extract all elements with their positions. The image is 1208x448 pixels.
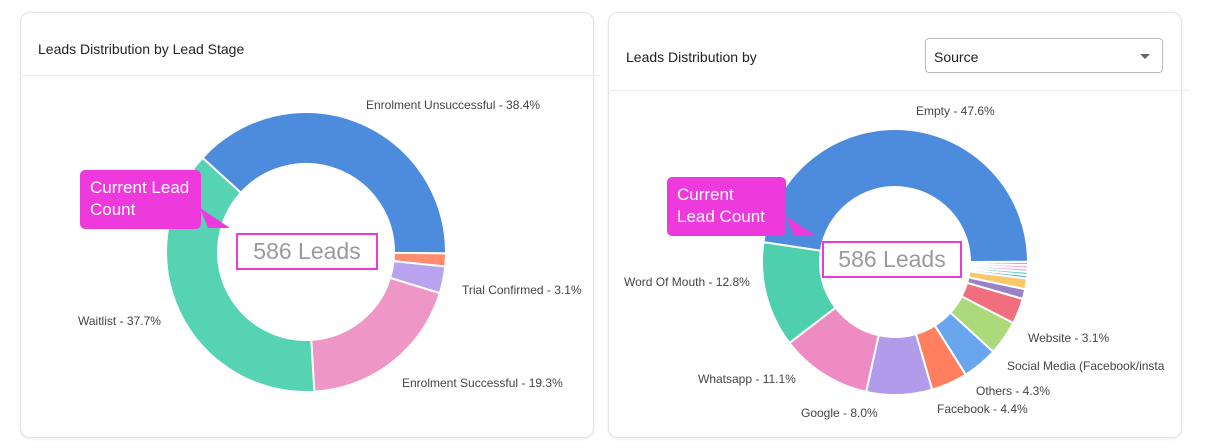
slice-label: Website - 3.1% <box>1028 331 1110 345</box>
callout-current-lead-count: Current Lead Count <box>80 170 201 229</box>
donut-slice-enrolment-unsuccessful[interactable] <box>201 111 447 255</box>
center-lead-count: 586 Leads <box>236 233 378 270</box>
card-title: Leads Distribution by <box>626 49 757 65</box>
slice-label: Social Media (Facebook/insta <box>1007 359 1165 373</box>
card-title: Leads Distribution by Lead Stage <box>38 41 245 57</box>
select-value: Source <box>934 49 979 65</box>
slice-label: Whatsapp - 11.1% <box>698 372 796 386</box>
divider <box>610 90 1190 91</box>
donut-slice-empty[interactable] <box>762 127 1030 263</box>
slice-label: Trial Confirmed - 3.1% <box>462 283 582 297</box>
slice-label: Enrolment Unsuccessful - 38.4% <box>366 98 541 112</box>
slice-label: Waitlist - 37.7% <box>78 314 161 328</box>
distribution-by-select[interactable]: Source <box>925 38 1163 73</box>
center-lead-count: 586 Leads <box>822 241 962 278</box>
slice-label: Google - 8.0% <box>801 406 878 420</box>
slice-label: Enrolment Successful - 19.3% <box>402 376 563 390</box>
callout-current-lead-count: Current Lead Count <box>667 177 786 236</box>
donut-slice-word-of-mouth[interactable] <box>761 240 837 345</box>
slice-label: Facebook - 4.4% <box>937 402 1028 416</box>
slice-label: Others - 4.3% <box>976 384 1051 398</box>
slice-label: Word Of Mouth - 12.8% <box>624 275 750 289</box>
divider <box>22 75 600 76</box>
slice-label: Empty - 47.6% <box>916 104 995 118</box>
chevron-down-icon <box>1140 54 1150 59</box>
